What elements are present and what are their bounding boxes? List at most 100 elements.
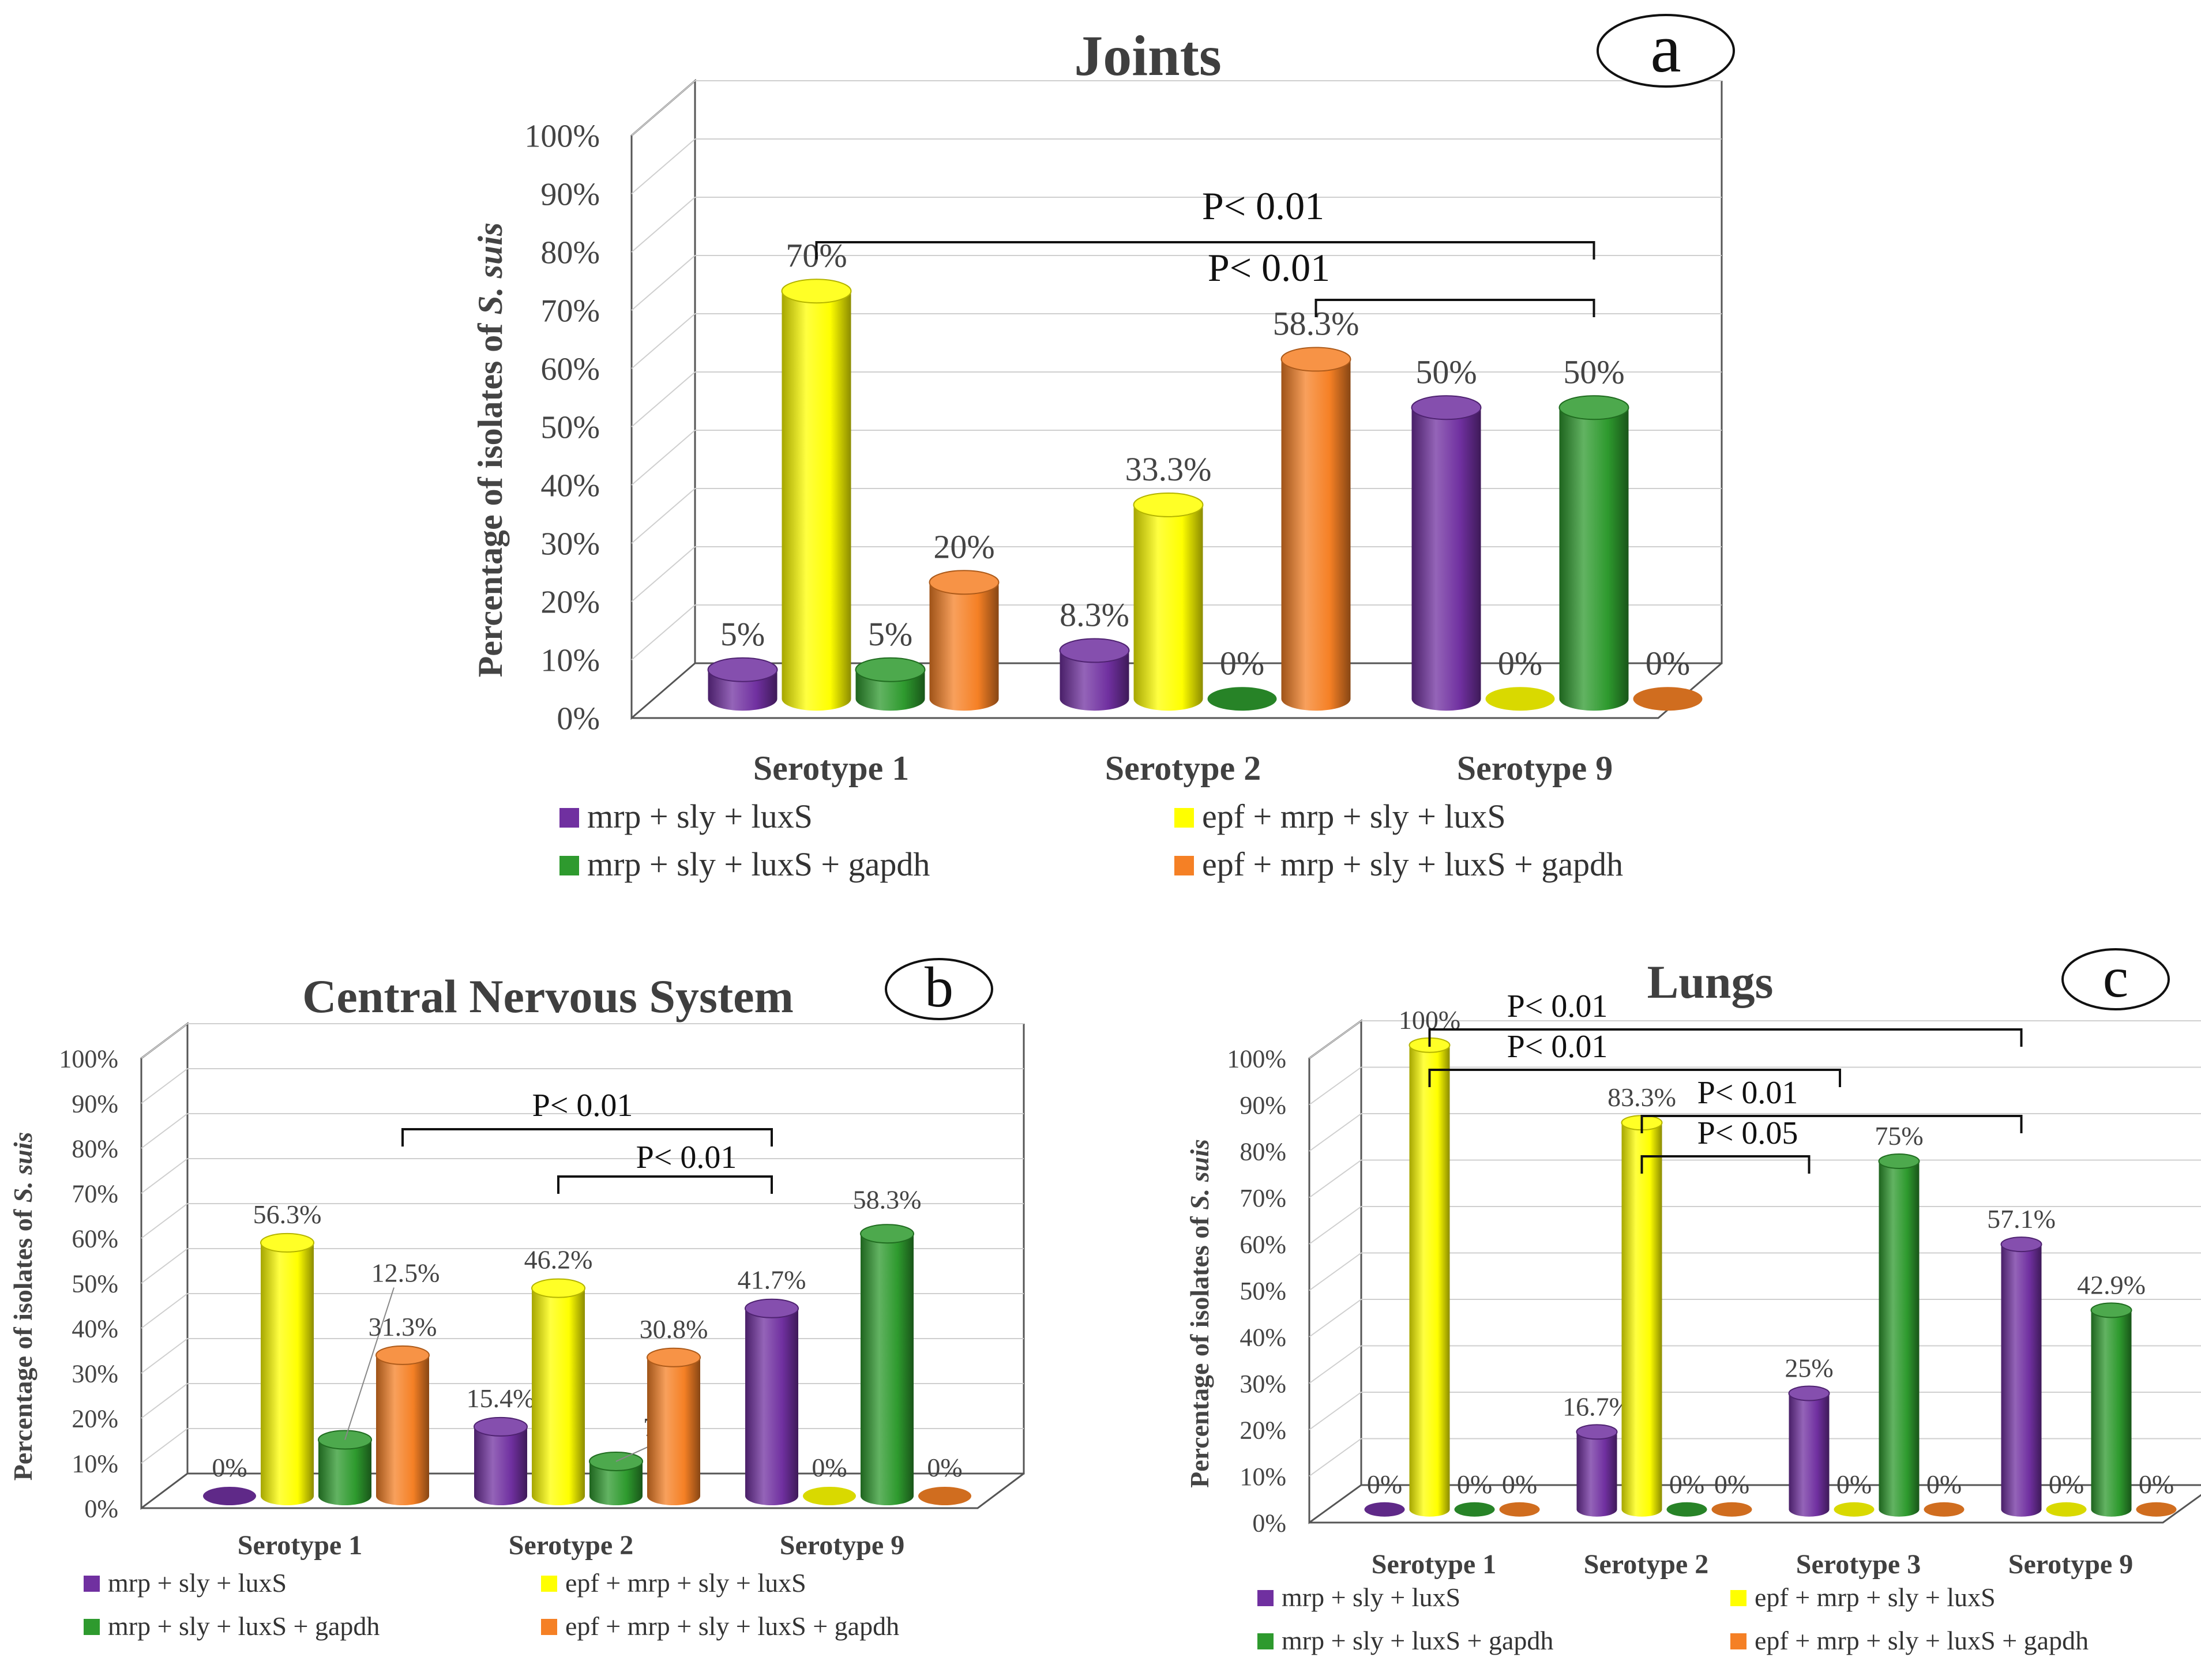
panel-c-lungs: 0% 10% 20% 30% 40% 50% 60% 70% 80% 90% 100% Lungs c P… [1185,945,2201,1655]
bar-zero-purple [1364,1502,1405,1517]
y-tick-label: 30% [540,527,600,562]
data-label: 58.3% [853,1185,922,1214]
bar-orange [1281,359,1351,711]
legend-label: mrp + sly + luxS + gapdh [108,1611,380,1641]
floor-edge [141,1472,1024,1509]
bar-top-orange [929,570,1000,595]
bar-green [861,1234,914,1505]
y-tick-label: 40% [72,1314,118,1343]
gridline-side [1309,1345,1362,1384]
legend-label: mrp + sly + luxS + gapdh [1282,1626,1553,1655]
data-label: 83.3% [1607,1083,1676,1112]
data-label: 0% [1646,644,1690,682]
data-label: 0% [1714,1469,1749,1499]
y-tick-label: 60% [540,352,600,388]
significance-label: P< 0.01 [1507,1029,1608,1065]
bar-zero-yellow [803,1487,856,1505]
bar-top-orange [375,1345,430,1365]
legend-label: epf + mrp + sly + luxS + gapdh [1755,1626,2089,1655]
bar-zero-yellow [1485,687,1555,711]
data-label: 0% [2139,1469,2174,1499]
legend-label: epf + mrp + sly + luxS [1755,1583,1996,1612]
y-axis-label-text: Percentage of isolates of [8,1202,37,1480]
category-label: Serotype 2 [1584,1549,1708,1580]
significance-bracket [1428,1069,1841,1087]
gridline-side [1309,1438,1362,1477]
gridline-side [141,1113,188,1149]
significance-bracket [557,1175,773,1194]
y-tick-label: 100% [59,1044,118,1073]
y-tick-label: 20% [1240,1416,1286,1444]
data-label: 75% [1875,1121,1923,1151]
data-label: 46.2% [524,1245,593,1275]
bar-green [1559,407,1629,711]
y-axis-label-text: Percentage of isolates of [471,315,509,678]
floor-edge [632,662,1722,719]
panel-badge [885,958,993,1020]
label-leader [344,1287,395,1440]
y-tick-label: 90% [540,177,600,213]
bar-top-green [860,1224,914,1244]
y-tick-label: 80% [72,1134,118,1163]
legend-swatch-orange [1174,856,1194,875]
significance-bracket [401,1128,773,1147]
legend-swatch-purple [84,1576,100,1592]
legend-swatch-green [84,1619,100,1635]
bar-green [589,1461,643,1505]
y-tick-label: 50% [540,410,600,446]
y-tick-label: 100% [1227,1044,1286,1073]
y-tick-label: 90% [1240,1091,1286,1119]
legend-label: epf + mrp + sly + luxS [1202,798,1506,835]
bar-zero-orange [1633,687,1703,711]
y-tick-label: 0% [84,1494,118,1523]
data-label: 0% [1926,1469,1962,1499]
y-axis-label-species: S. suis [1185,1139,1214,1210]
bar-top-orange [1280,347,1351,372]
y-axis-label-species: S. suis [471,223,509,315]
panel-title: Joints [1074,24,1222,88]
bar-purple [1789,1393,1830,1517]
bar-purple [1060,650,1129,711]
data-label: 50% [1563,353,1624,390]
bar-top-green [1878,1153,1920,1169]
legend-swatch-green [559,856,579,875]
y-tick-label: 0% [1252,1509,1286,1537]
y-tick-label: 80% [540,235,600,271]
gridline-side [631,80,696,136]
data-label: 16.7% [1563,1392,1631,1421]
gridline-side [631,488,696,544]
panel-title: Lungs [1647,956,1774,1008]
panel-badge [1597,14,1735,88]
bar-top-yellow [781,279,852,304]
y-tick-label: 40% [1240,1323,1286,1351]
gridline-side [1309,1066,1362,1106]
y-tick-label: 10% [1240,1463,1286,1491]
legend-label: mrp + sly + luxS [587,798,813,835]
category-label: Serotype 9 [1457,749,1613,787]
bar-purple [2001,1244,2042,1517]
bar-top-green [855,657,926,682]
legend-label: mrp + sly + luxS [108,1568,287,1598]
gridline-side [141,1203,188,1239]
bar-yellow [1409,1045,1450,1517]
legend-swatch-yellow [541,1576,557,1592]
y-tick-label: 20% [540,585,600,621]
data-label: 56.3% [253,1200,322,1229]
data-label: 42.9% [2077,1270,2146,1299]
gridline-side [631,197,696,253]
bar-purple [745,1308,798,1505]
significance-bracket [1640,1155,1811,1174]
gridline-side [1309,1020,1362,1059]
gridline-side [631,371,696,427]
bar-zero-orange [918,1487,971,1505]
y-tick-label: 50% [1240,1277,1286,1305]
data-label: 57.1% [1987,1204,2056,1234]
gridline-side [1309,1206,1362,1245]
y-tick-label: 80% [1240,1137,1286,1166]
significance-bracket [1314,299,1595,317]
panel-letter: c [2103,945,2128,1009]
legend-swatch-purple [559,808,579,828]
bar-top-orange [647,1347,701,1367]
data-label: 12.5% [371,1258,440,1288]
